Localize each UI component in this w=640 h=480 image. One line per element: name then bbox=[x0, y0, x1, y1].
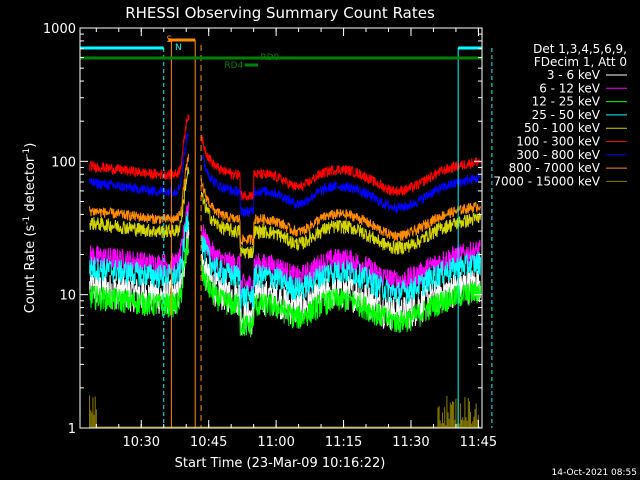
legend-label: 800 - 7000 keV bbox=[509, 161, 601, 175]
legend-label: 6 - 12 keV bbox=[539, 81, 601, 95]
series-line-a bbox=[89, 201, 190, 279]
legend-header-line1: Det 1,3,4,5,6,9, bbox=[533, 42, 627, 56]
legend: Det 1,3,4,5,6,9, FDecim 1, Att 0 3 - 6 k… bbox=[493, 42, 627, 188]
series-line-b bbox=[200, 178, 481, 246]
series-line-b bbox=[200, 257, 481, 338]
legend-entry: 7000 - 15000 keV bbox=[493, 174, 627, 188]
series-line-b bbox=[200, 155, 481, 218]
series-line-a bbox=[89, 153, 190, 225]
x-axis-label: Start Time (23-Mar-09 10:16:22) bbox=[175, 456, 386, 471]
series-12-25-kev bbox=[89, 238, 481, 338]
legend-label: 300 - 800 keV bbox=[516, 148, 600, 162]
y-tick-label: 1 bbox=[68, 422, 76, 437]
chart-title: RHESSI Observing Summary Count Rates bbox=[125, 4, 435, 22]
y-tick-label: 100 bbox=[51, 155, 76, 170]
legend-entry: 25 - 50 keV bbox=[532, 108, 627, 122]
series-800-7000-kev bbox=[89, 153, 481, 246]
series-6-12-kev bbox=[89, 201, 481, 300]
series-line-b bbox=[200, 224, 481, 300]
rd4-label: RD4 bbox=[224, 61, 243, 71]
series-line-a bbox=[89, 133, 190, 198]
y-axis-label-sup1: -1 bbox=[22, 216, 32, 225]
series-line-a bbox=[89, 238, 190, 318]
x-tick-label: 10:30 bbox=[123, 435, 160, 450]
series-100-300-kev bbox=[89, 114, 481, 201]
night-label: N bbox=[175, 43, 182, 53]
legend-header-line2: FDecim 1, Att 0 bbox=[534, 55, 627, 69]
plot-area: SN RD0 RD4 bbox=[80, 35, 493, 428]
series-50-100-kev bbox=[89, 167, 481, 259]
legend-entry: 50 - 100 keV bbox=[524, 121, 627, 135]
legend-entry: 12 - 25 keV bbox=[532, 95, 627, 109]
series-25-50-kev bbox=[89, 211, 481, 309]
y-axis-label-part1: Count Rate (s bbox=[23, 225, 38, 314]
plot-frame bbox=[79, 27, 483, 429]
series-line-a bbox=[89, 167, 190, 239]
x-tick-label: 11:45 bbox=[460, 435, 497, 450]
legend-label: 12 - 25 keV bbox=[532, 95, 601, 109]
x-tick-label: 11:15 bbox=[325, 435, 362, 450]
saa-label: S bbox=[166, 35, 172, 45]
series-line-b bbox=[200, 134, 481, 201]
legend-label: 7000 - 15000 keV bbox=[493, 174, 600, 188]
legend-label: 25 - 50 keV bbox=[532, 108, 601, 122]
legend-entry: 100 - 300 keV bbox=[516, 135, 627, 149]
series-line-a bbox=[89, 211, 190, 288]
legend-entry: 800 - 7000 keV bbox=[509, 161, 627, 175]
legend-label: 100 - 300 keV bbox=[516, 135, 600, 149]
y-axis-label-part3: ) bbox=[23, 143, 38, 148]
y-axis-label: Count Rate (s-1 detector-1) bbox=[22, 143, 38, 314]
legend-label: 3 - 6 keV bbox=[547, 68, 601, 82]
x-tick-label: 11:30 bbox=[392, 435, 429, 450]
axes: 1 10 100 1000 10:30 10:45 11:00 11:15 11:30 11:45 bbox=[43, 22, 497, 450]
y-axis-label-sup2: -1 bbox=[22, 148, 32, 157]
x-tick-label: 10:45 bbox=[190, 435, 227, 450]
legend-entry: 300 - 800 keV bbox=[516, 148, 627, 162]
legend-entry: 3 - 6 keV bbox=[547, 68, 627, 82]
series-line-b bbox=[200, 191, 481, 259]
rd0-label: RD0 bbox=[260, 53, 279, 63]
legend-label: 50 - 100 keV bbox=[524, 121, 601, 135]
series-300-800-kev bbox=[89, 133, 481, 218]
series-line-b bbox=[200, 236, 481, 309]
series-line-a bbox=[89, 114, 190, 180]
y-tick-label: 1000 bbox=[43, 22, 76, 37]
x-tick-label: 11:00 bbox=[257, 435, 294, 450]
legend-entry: 6 - 12 keV bbox=[539, 81, 627, 95]
y-axis-label-part2: detector bbox=[23, 156, 38, 216]
timestamp: 14-Oct-2021 08:55 bbox=[552, 468, 637, 478]
y-tick-label: 10 bbox=[59, 289, 76, 304]
